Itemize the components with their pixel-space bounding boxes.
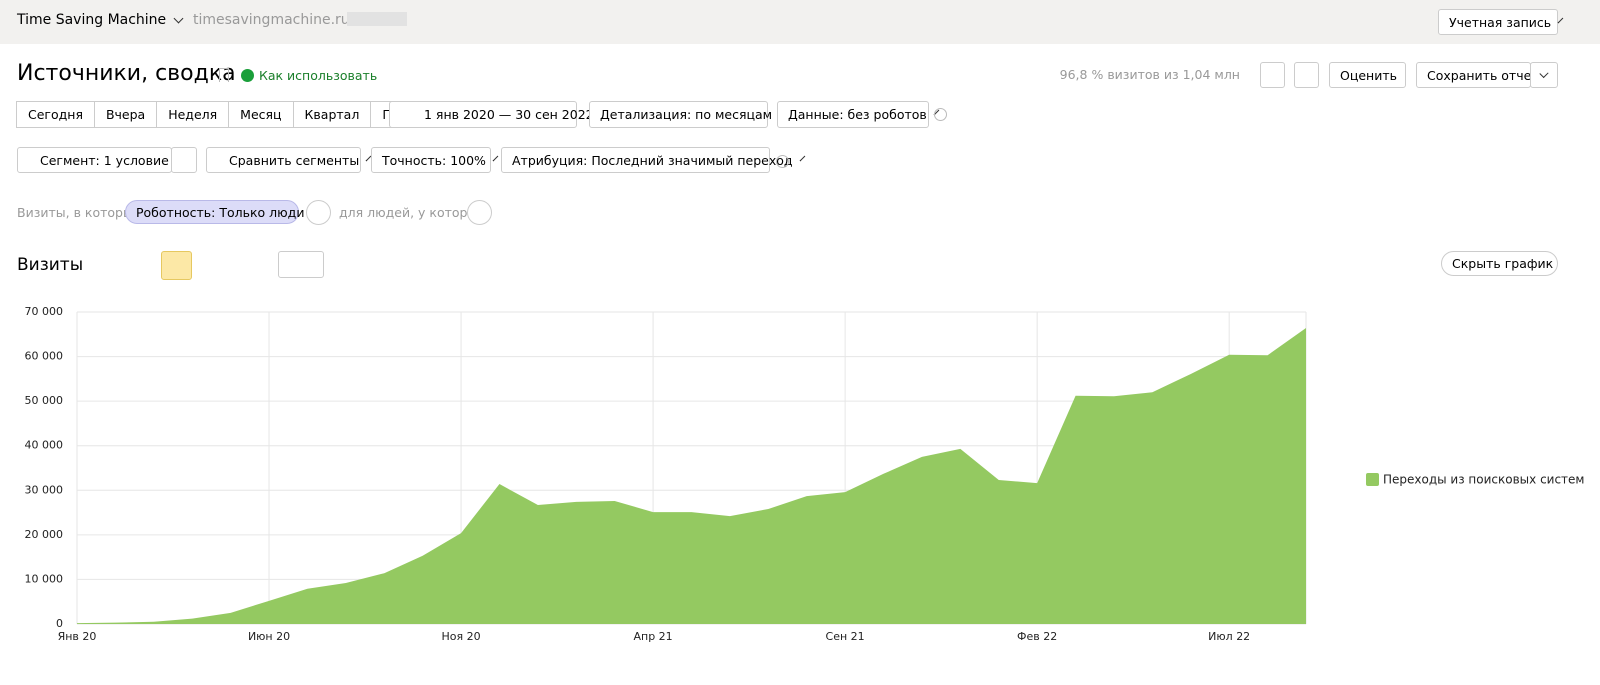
y-tick-label: 10 000 <box>25 572 64 585</box>
rate-label: Оценить <box>1340 67 1397 83</box>
date-range-button[interactable]: 1 янв 2020 — 30 сен 2022 <box>389 101 594 128</box>
app-switcher[interactable]: Time Saving Machine <box>17 12 184 28</box>
attribution-label: Атрибуция: Последний значимый переход <box>512 152 793 168</box>
y-tick-label: 0 <box>56 617 63 630</box>
x-tick-label: Апр 21 <box>633 630 672 643</box>
period-button[interactable]: Неделя <box>156 101 230 128</box>
account-button[interactable]: Учетная запись <box>1438 9 1564 35</box>
help-icon[interactable] <box>934 108 947 121</box>
data-filter-label: Данные: без роботов <box>788 107 927 122</box>
y-tick-label: 60 000 <box>25 350 64 363</box>
period-button[interactable]: Сегодня <box>16 101 95 128</box>
hide-chart-label: Скрыть график <box>1452 256 1554 271</box>
history-button[interactable] <box>1260 62 1285 88</box>
data-filter-button[interactable]: Данные: без роботов <box>777 101 940 128</box>
visits-summary: 96,8 % визитов из 1,04 млн <box>1059 67 1240 82</box>
period-button[interactable]: Месяц <box>228 101 294 128</box>
help-icon[interactable] <box>776 155 789 168</box>
accuracy-label: Точность: 100% <box>382 152 486 168</box>
info-icon <box>241 69 254 82</box>
accuracy-button[interactable]: Точность: 100% <box>371 147 499 173</box>
compare-label: Сравнить сегменты <box>229 152 360 168</box>
segment-clear[interactable] <box>171 147 197 173</box>
chart: 0 10 000 20 000 30 000 40 000 50 000 60 000 70 … <box>25 305 1585 643</box>
area <box>77 328 1306 624</box>
period-group: СегодняВчераНеделяМесяцКварталГод <box>16 101 419 128</box>
filter-tag[interactable]: Роботность: Только люди <box>125 200 304 224</box>
compare-button[interactable]: Сравнить сегменты <box>206 147 372 173</box>
y-tick-label: 70 000 <box>25 305 64 318</box>
date-range: 1 янв 2020 — 30 сен 2022 <box>424 107 594 122</box>
rate-button[interactable]: Оценить <box>1329 62 1406 88</box>
add-filter[interactable] <box>306 200 331 225</box>
legend-checkbox <box>1366 473 1379 486</box>
annotation-button[interactable] <box>278 251 324 278</box>
y-tick-label: 50 000 <box>25 394 64 407</box>
segment-button[interactable]: Сегмент: 1 условие <box>17 147 182 173</box>
account-label: Учетная запись <box>1449 14 1552 30</box>
period-button[interactable]: Квартал <box>292 101 372 128</box>
save-button[interactable]: Сохранить отчет <box>1416 62 1539 88</box>
hide-chart-button[interactable]: Скрыть график <box>1441 251 1558 276</box>
add-people-filter[interactable] <box>467 200 492 225</box>
x-tick-label: Янв 20 <box>58 630 97 643</box>
chart-label: Визиты <box>17 255 84 275</box>
hidden-counter <box>347 12 407 26</box>
filter-tag-label: Роботность: Только люди <box>136 204 305 220</box>
attribution-button[interactable]: Атрибуция: Последний значимый переход <box>501 147 805 173</box>
report-title: Источники, сводка <box>17 61 236 86</box>
y-tick-label: 40 000 <box>25 439 64 452</box>
people-prefix: для людей, у которых <box>339 205 485 220</box>
x-tick-label: Фев 22 <box>1017 630 1057 643</box>
app-name: Time Saving Machine <box>17 12 167 28</box>
chart-type-area[interactable] <box>161 251 192 280</box>
y-tick-label: 30 000 <box>25 483 64 496</box>
export-button[interactable] <box>1294 62 1319 88</box>
period-button[interactable]: Вчера <box>93 101 158 128</box>
site-name: timesavingmachine.ru <box>193 12 350 28</box>
x-tick-label: Июн 20 <box>248 630 290 643</box>
y-tick-label: 20 000 <box>25 528 64 541</box>
x-tick-label: Сен 21 <box>826 630 865 643</box>
save-menu[interactable] <box>1530 62 1558 88</box>
legend-label: Переходы из поисковых систем <box>1383 473 1585 487</box>
detail-button[interactable]: Детализация: по месяцам <box>589 101 785 128</box>
detail-label: Детализация: по месяцам <box>600 107 773 122</box>
visits-prefix: Визиты, в которых <box>17 205 141 220</box>
bookmark-icon[interactable] <box>219 68 229 82</box>
save-label: Сохранить отчет <box>1427 67 1539 83</box>
x-tick-label: Ноя 20 <box>442 630 481 643</box>
segment-label: Сегмент: 1 условие <box>40 152 169 168</box>
x-tick-label: Июл 22 <box>1208 630 1250 643</box>
how-to-link[interactable]: Как использовать <box>259 68 378 83</box>
top-bar <box>0 0 1600 44</box>
